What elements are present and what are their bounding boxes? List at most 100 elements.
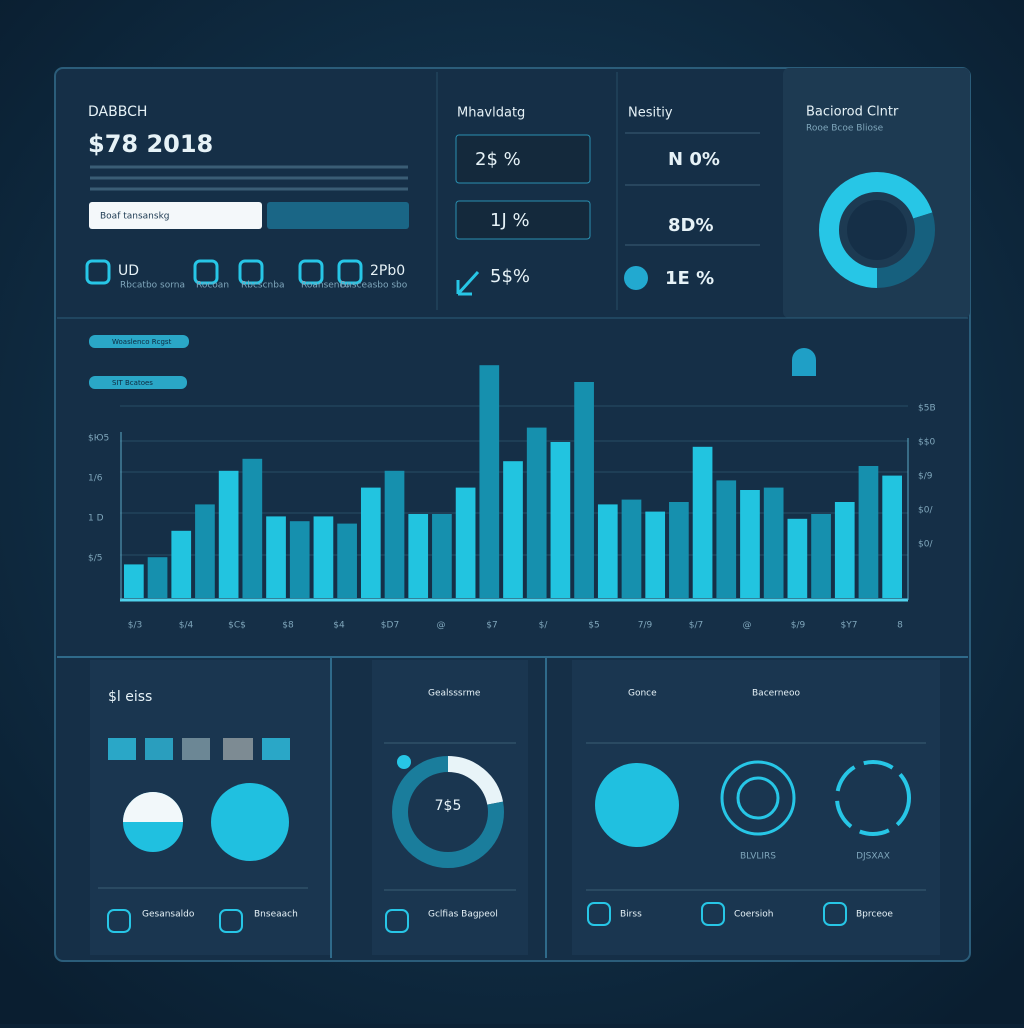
- link-label: UD: [118, 263, 139, 279]
- x-tick-label: $C$: [228, 621, 246, 631]
- link-icon: [85, 259, 111, 285]
- bar: [526, 427, 547, 598]
- bar: [242, 458, 263, 598]
- ring-icon: [835, 760, 911, 836]
- bar: [858, 466, 879, 598]
- link-icon: [298, 259, 324, 285]
- section-title: Baciorod Clntr: [806, 105, 899, 120]
- x-tick-label: 8: [897, 621, 903, 631]
- filter-label: Woaslenco Rcgst: [112, 338, 172, 346]
- x-tick-label: @: [437, 621, 446, 631]
- bar: [479, 365, 500, 598]
- y-tick-label: $$0: [918, 438, 935, 448]
- search-input[interactable]: [89, 202, 262, 229]
- filter-pill[interactable]: [89, 376, 187, 389]
- bar: [645, 511, 666, 598]
- bar: [550, 442, 571, 598]
- bar: [787, 518, 808, 598]
- x-tick-label: $8: [282, 621, 294, 631]
- filter-pill[interactable]: [89, 335, 189, 348]
- bar: [147, 557, 168, 598]
- action-button[interactable]: [595, 763, 679, 847]
- bar: [455, 487, 476, 598]
- section-title: Mhavldatg: [457, 106, 525, 121]
- toggle-circle-top: [123, 792, 183, 822]
- y-tick-label: $/5: [88, 554, 102, 564]
- header-value: $78 2018: [88, 130, 213, 158]
- page-title: DABBCH: [88, 104, 147, 120]
- search-placeholder: Boaf tansanskg: [100, 212, 170, 222]
- x-tick-label: $4: [333, 621, 345, 631]
- link-label: Birss: [620, 910, 642, 920]
- link-label: 2Pb0: [370, 263, 405, 279]
- x-tick-label: @: [743, 621, 752, 631]
- link-icon: [107, 909, 131, 933]
- bar: [171, 530, 192, 598]
- row-lines: [625, 132, 760, 246]
- bar: [692, 446, 713, 598]
- bar: [432, 514, 452, 598]
- metric-box: [455, 200, 591, 240]
- bar: [124, 564, 144, 598]
- link-icon: [219, 909, 243, 933]
- metric-value: 1J %: [490, 210, 530, 231]
- panel-title: Gonce: [628, 689, 657, 699]
- y-tick-label: $0/: [918, 506, 933, 516]
- x-tick-label: $/9: [791, 621, 806, 631]
- bar: [289, 521, 310, 598]
- link-icon: [701, 902, 725, 926]
- placeholder-lines: [90, 165, 408, 191]
- icon: [624, 266, 648, 290]
- legend-swatches: [108, 738, 290, 760]
- caption: BLVLIRS: [740, 852, 776, 862]
- ring-icon: [720, 760, 796, 836]
- bar: [218, 470, 239, 598]
- link-caption: Rocoan: [196, 281, 229, 291]
- bar: [621, 499, 642, 598]
- bar: [811, 514, 831, 598]
- caption: DJSXAX: [856, 852, 890, 862]
- x-tick-label: $D7: [381, 621, 399, 631]
- metric-value: 1E %: [665, 268, 714, 289]
- bar: [763, 487, 784, 598]
- bar: [597, 504, 618, 598]
- bar: [266, 516, 286, 598]
- link-caption: Rbcscnba: [241, 281, 284, 291]
- lock-icon[interactable]: [792, 348, 816, 376]
- x-tick-label: 7/9: [638, 621, 653, 631]
- x-tick-label: $7: [486, 621, 497, 631]
- link-label: Gclfias Bagpeol: [428, 910, 498, 920]
- y-tick-label: $5B: [918, 404, 936, 414]
- bar: [882, 475, 902, 598]
- metric-value: 8D%: [668, 215, 714, 236]
- link-label: Bprceoe: [856, 910, 893, 920]
- action-button[interactable]: [211, 783, 289, 861]
- metric-value: 2$ %: [475, 149, 521, 170]
- link-caption: Roansenco: [301, 281, 350, 291]
- link-caption: Bnsceasbo sbo: [340, 281, 408, 291]
- row-lines: [98, 742, 926, 891]
- bar: [408, 514, 429, 598]
- metric-value: 5$%: [490, 266, 530, 287]
- x-tick-label: $/7: [689, 621, 703, 631]
- link-label: Gesansaldo: [142, 910, 195, 920]
- link-icon: [238, 259, 264, 285]
- bar: [195, 504, 215, 598]
- link-label: Coersioh: [734, 910, 773, 920]
- bar: [313, 516, 334, 598]
- link-icon: [337, 259, 363, 285]
- bar: [669, 502, 689, 598]
- metric-value: N 0%: [668, 149, 720, 170]
- link-icon: [823, 902, 847, 926]
- donut-segment: [392, 756, 504, 868]
- bar: [337, 523, 357, 598]
- search-button[interactable]: [267, 202, 409, 229]
- donut-label: 7$5: [435, 798, 462, 814]
- panel-title: Bacerneoo: [752, 689, 800, 699]
- link-label: Bnseaach: [254, 910, 298, 920]
- x-tick-label: $Y7: [841, 621, 858, 631]
- x-tick-label: $/3: [128, 621, 142, 631]
- bar: [574, 382, 594, 598]
